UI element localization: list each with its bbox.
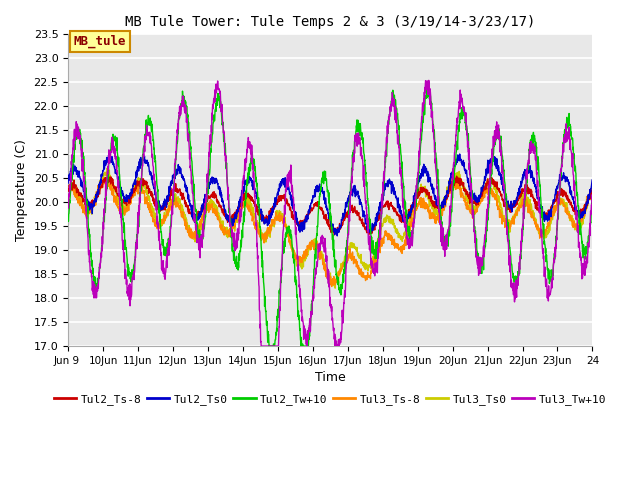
Title: MB Tule Tower: Tule Temps 2 & 3 (3/19/14-3/23/17): MB Tule Tower: Tule Temps 2 & 3 (3/19/14…	[125, 15, 536, 29]
X-axis label: Time: Time	[315, 372, 346, 384]
Legend: Tul2_Ts-8, Tul2_Ts0, Tul2_Tw+10, Tul3_Ts-8, Tul3_Ts0, Tul3_Tw+10: Tul2_Ts-8, Tul2_Ts0, Tul2_Tw+10, Tul3_Ts…	[50, 389, 611, 409]
Text: MB_tule: MB_tule	[74, 35, 126, 48]
Y-axis label: Temperature (C): Temperature (C)	[15, 139, 28, 241]
